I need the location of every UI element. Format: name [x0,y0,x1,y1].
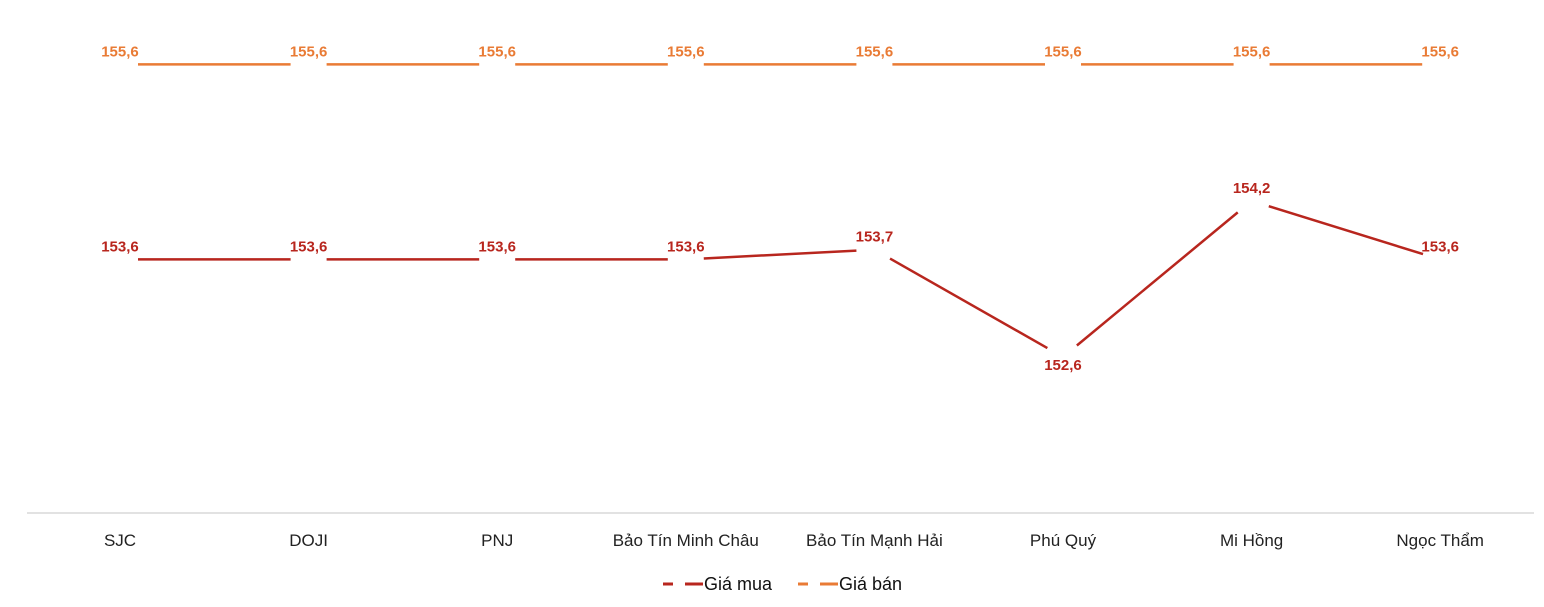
line-segment [889,257,1048,350]
data-label: 153,6 [101,238,139,255]
x-tick-label: Bảo Tín Mạnh Hải [806,531,943,550]
data-label: 155,6 [290,43,328,60]
legend-label: Giá mua [704,574,773,594]
data-label: 153,6 [667,238,705,255]
data-label: 155,6 [856,43,894,60]
data-label: 154,2 [1233,180,1271,197]
legend-label: Giá bán [839,574,902,594]
series-0 [138,205,1424,350]
data-label: 153,6 [478,238,516,255]
legend-item-0: Giá mua [663,574,773,594]
x-tick-label: Mi Hồng [1220,531,1283,550]
x-tick-label: Phú Quý [1030,531,1097,550]
x-tick-label: PNJ [481,531,513,550]
data-label: 152,6 [1044,357,1082,374]
data-label: 153,6 [290,238,328,255]
data-label: 155,6 [1044,43,1082,60]
line-segment [1076,211,1239,347]
data-label: 155,6 [101,43,139,60]
x-tick-label: Bảo Tín Minh Châu [613,531,759,550]
data-label: 155,6 [478,43,516,60]
data-label: 155,6 [1233,43,1271,60]
line-segment [703,249,857,260]
x-tick-label: Ngọc Thẩm [1396,531,1484,550]
legend: Giá mua Giá bán [663,574,902,594]
data-label: 153,7 [856,229,894,246]
data-label: 155,6 [1421,43,1459,60]
line-segment [1268,205,1424,256]
data-label: 153,6 [1421,238,1459,255]
x-tick-label: SJC [104,531,136,550]
x-tick-label: DOJI [289,531,328,550]
legend-item-1: Giá bán [798,574,902,594]
data-label: 155,6 [667,43,705,60]
